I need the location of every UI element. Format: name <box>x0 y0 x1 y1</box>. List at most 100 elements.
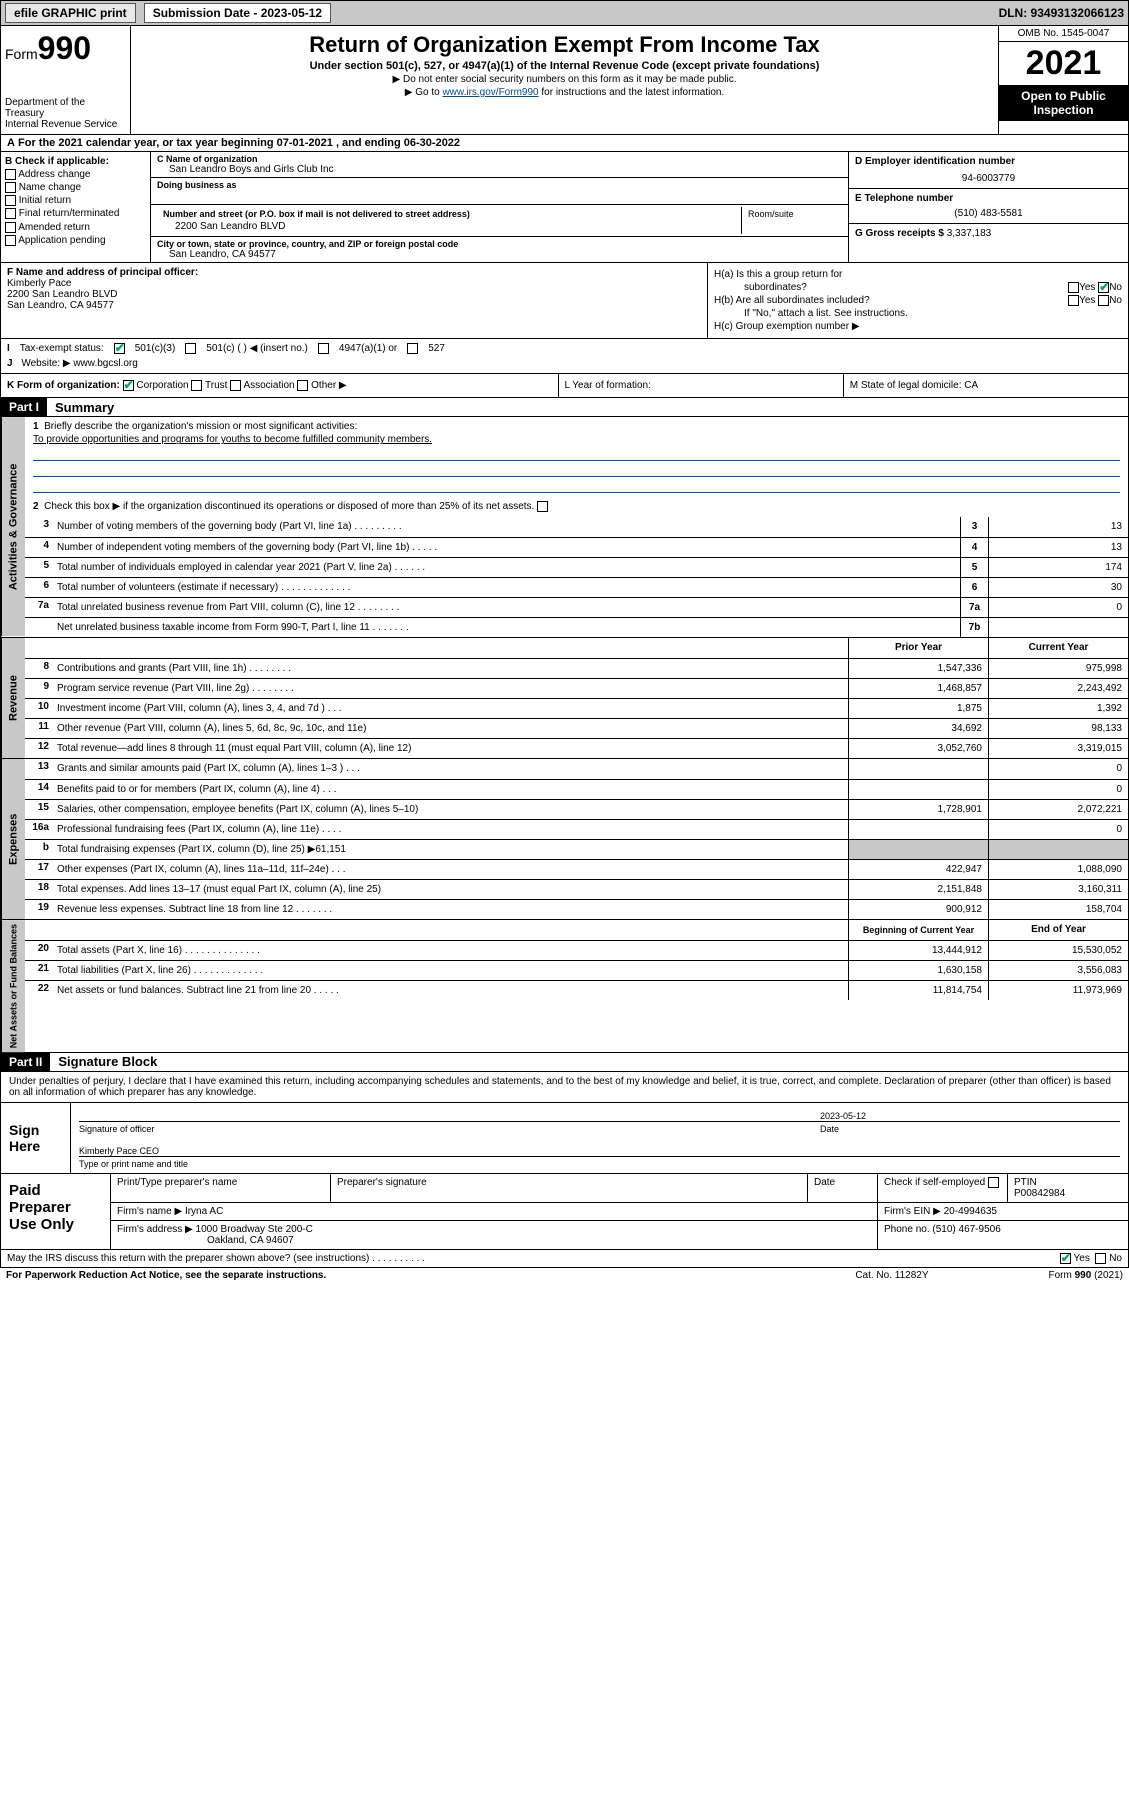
prior-year-value: 900,912 <box>848 900 988 919</box>
dept-treasury: Department of the Treasury <box>5 97 126 119</box>
b-checkbox[interactable] <box>5 208 16 219</box>
527-checkbox[interactable] <box>407 343 418 354</box>
hb-yes-checkbox[interactable] <box>1068 295 1079 306</box>
current-year-value: 975,998 <box>988 659 1128 678</box>
b-checkbox[interactable] <box>5 235 16 246</box>
other-checkbox[interactable] <box>297 380 308 391</box>
summary-line: Salaries, other compensation, employee b… <box>53 800 848 819</box>
perjury-declaration: Under penalties of perjury, I declare th… <box>1 1072 1128 1102</box>
discuss-yes-checkbox[interactable] <box>1060 1253 1071 1264</box>
corp-checkbox[interactable] <box>123 380 134 391</box>
assoc-checkbox[interactable] <box>230 380 241 391</box>
sig-date: 2023-05-12 <box>820 1111 1120 1121</box>
current-year-value: 3,160,311 <box>988 880 1128 899</box>
officer-city: San Leandro, CA 94577 <box>7 300 701 311</box>
501c3-checkbox[interactable] <box>114 343 125 354</box>
summary-line: Revenue less expenses. Subtract line 18 … <box>53 900 848 919</box>
trust-checkbox[interactable] <box>191 380 202 391</box>
prior-year-value: 1,728,901 <box>848 800 988 819</box>
b-checkbox[interactable] <box>5 222 16 233</box>
hb-no-checkbox[interactable] <box>1098 295 1109 306</box>
summary-line: Total unrelated business revenue from Pa… <box>53 598 960 617</box>
current-year-value: 2,243,492 <box>988 679 1128 698</box>
discuss-no-checkbox[interactable] <box>1095 1253 1106 1264</box>
officer-name-title: Kimberly Pace CEO <box>79 1146 1120 1156</box>
b-checkbox[interactable] <box>5 182 16 193</box>
section-ij: I Tax-exempt status: 501(c)(3) 501(c) ( … <box>0 339 1129 374</box>
current-year-value: 11,973,969 <box>988 981 1128 1000</box>
firm-phone: (510) 467-9506 <box>932 1224 1000 1235</box>
state-domicile: M State of legal domicile: CA <box>844 374 1128 397</box>
footer: For Paperwork Reduction Act Notice, see … <box>0 1268 1129 1283</box>
summary-line: Benefits paid to or for members (Part IX… <box>53 780 848 799</box>
section-fh: F Name and address of principal officer:… <box>0 263 1129 339</box>
summary-value: 174 <box>988 558 1128 577</box>
firm-ein: 20-4994635 <box>944 1206 997 1217</box>
omb-number: OMB No. 1545-0047 <box>999 26 1128 42</box>
org-street: 2200 San Leandro BLVD <box>157 221 741 234</box>
section-f: F Name and address of principal officer:… <box>1 263 708 338</box>
summary-line: Total number of individuals employed in … <box>53 558 960 577</box>
summary-line: Contributions and grants (Part VIII, lin… <box>53 659 848 678</box>
org-city: San Leandro, CA 94577 <box>157 249 842 260</box>
prior-year-value: 1,547,336 <box>848 659 988 678</box>
b-checkbox[interactable] <box>5 169 16 180</box>
discuss-row: May the IRS discuss this return with the… <box>0 1250 1129 1268</box>
prior-year-value <box>848 820 988 839</box>
summary-line: Total assets (Part X, line 16) . . . . .… <box>53 941 848 960</box>
mission-text: To provide opportunities and programs fo… <box>33 434 1120 445</box>
open-to-public: Open to Public Inspection <box>999 85 1128 121</box>
website: www.bgcsl.org <box>73 358 137 369</box>
prior-year-value <box>848 840 988 859</box>
self-employed-checkbox[interactable] <box>988 1177 999 1188</box>
summary-line: Total expenses. Add lines 13–17 (must eq… <box>53 880 848 899</box>
goto-note: ▶ Go to www.irs.gov/Form990 for instruct… <box>139 87 990 98</box>
summary-line: Total fundraising expenses (Part IX, col… <box>53 840 848 859</box>
vtab-expenses: Expenses <box>1 759 25 919</box>
ha-yes-checkbox[interactable] <box>1068 282 1079 293</box>
discontinued-checkbox[interactable] <box>537 501 548 512</box>
form-header: Form990 Department of the Treasury Inter… <box>0 26 1129 135</box>
form-subtitle: Under section 501(c), 527, or 4947(a)(1)… <box>139 60 990 72</box>
summary-value <box>988 618 1128 637</box>
summary-value: 13 <box>988 517 1128 537</box>
org-name: San Leandro Boys and Girls Club Inc <box>157 164 842 175</box>
prior-year-value: 1,875 <box>848 699 988 718</box>
section-klm: K Form of organization: Corporation Trus… <box>0 374 1129 398</box>
firm-name: Iryna AC <box>185 1206 223 1217</box>
summary-line: Total number of volunteers (estimate if … <box>53 578 960 597</box>
4947-checkbox[interactable] <box>318 343 329 354</box>
prior-year-value: 34,692 <box>848 719 988 738</box>
part2-header: Part II Signature Block <box>0 1053 1129 1072</box>
officer-addr: 2200 San Leandro BLVD <box>7 289 701 300</box>
irs-link[interactable]: www.irs.gov/Form990 <box>442 87 538 98</box>
prior-year-value: 13,444,912 <box>848 941 988 960</box>
current-year-value: 15,530,052 <box>988 941 1128 960</box>
summary-line: Net assets or fund balances. Subtract li… <box>53 981 848 1000</box>
vtab-activities: Activities & Governance <box>1 417 25 636</box>
summary-line: Program service revenue (Part VIII, line… <box>53 679 848 698</box>
gross-receipts: 3,337,183 <box>947 228 992 239</box>
signature-block: Under penalties of perjury, I declare th… <box>0 1072 1129 1174</box>
b-checkbox[interactable] <box>5 195 16 206</box>
activities-governance: Activities & Governance 1 Briefly descri… <box>0 417 1129 637</box>
current-year-value: 0 <box>988 759 1128 779</box>
prior-year-value <box>848 759 988 779</box>
501c-checkbox[interactable] <box>185 343 196 354</box>
firm-addr: 1000 Broadway Ste 200-C <box>196 1224 313 1235</box>
year-formation: L Year of formation: <box>559 374 844 397</box>
ein: 94-6003779 <box>855 167 1122 184</box>
efile-print-button[interactable]: efile GRAPHIC print <box>5 3 136 23</box>
section-h: H(a) Is this a group return for subordin… <box>708 263 1128 338</box>
telephone: (510) 483-5581 <box>855 204 1122 219</box>
prior-year-value: 1,468,857 <box>848 679 988 698</box>
current-year-value: 1,088,090 <box>988 860 1128 879</box>
summary-line: Other revenue (Part VIII, column (A), li… <box>53 719 848 738</box>
revenue-section: Revenue Prior Year Current Year 8Contrib… <box>0 638 1129 759</box>
ha-no-checkbox[interactable] <box>1098 282 1109 293</box>
form-number: Form990 <box>5 30 126 67</box>
prior-year-value: 2,151,848 <box>848 880 988 899</box>
current-year-value <box>988 840 1128 859</box>
ssn-note: ▶ Do not enter social security numbers o… <box>139 74 990 85</box>
irs: Internal Revenue Service <box>5 119 126 130</box>
